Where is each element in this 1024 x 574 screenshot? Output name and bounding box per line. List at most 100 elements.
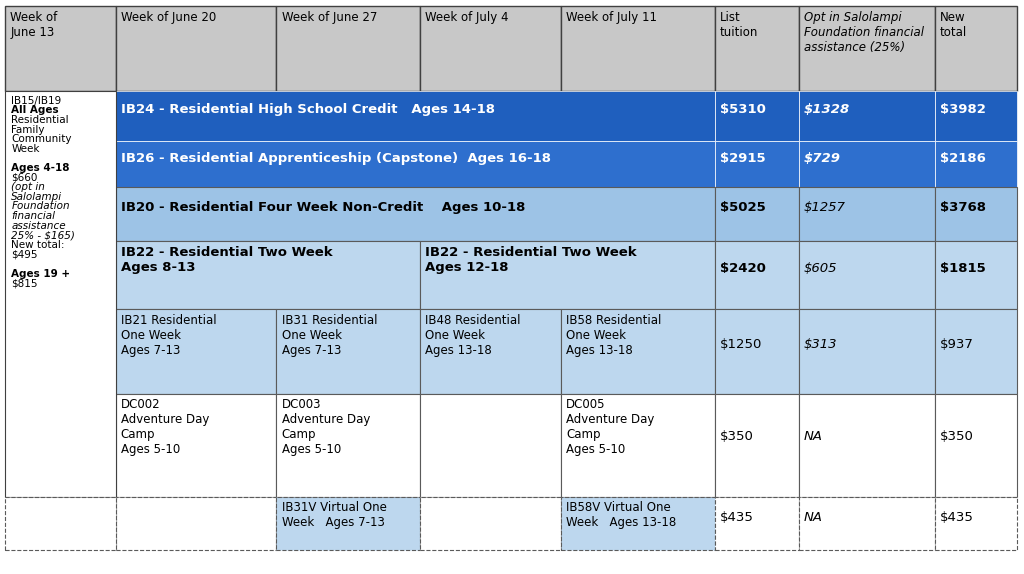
Text: $3768: $3768 (940, 201, 986, 215)
Bar (715, 497, 799, 550)
Text: IB31 Residential
One Week
Ages 7-13: IB31 Residential One Week Ages 7-13 (282, 314, 377, 357)
Text: IB58V Virtual One
Week   Ages 13-18: IB58V Virtual One Week Ages 13-18 (566, 501, 677, 529)
Text: $2186: $2186 (940, 152, 986, 165)
Bar (715, 141, 799, 187)
Text: $435: $435 (940, 511, 974, 524)
Text: DC005
Adventure Day
Camp
Ages 5-10: DC005 Adventure Day Camp Ages 5-10 (566, 398, 654, 456)
Text: IB15/IB19: IB15/IB19 (11, 96, 61, 106)
Text: IB24 - Residential High School Credit   Ages 14-18: IB24 - Residential High School Credit Ag… (121, 103, 495, 117)
Text: Residential: Residential (11, 115, 69, 125)
Bar (799, 91, 935, 141)
Text: Week of June 20: Week of June 20 (121, 11, 216, 25)
Bar (116, 91, 715, 141)
Text: 25% - $165): 25% - $165) (11, 230, 75, 241)
Bar (420, 497, 561, 550)
Text: New
total: New total (940, 11, 968, 40)
Text: $5025: $5025 (720, 201, 766, 215)
Text: IB58 Residential
One Week
Ages 13-18: IB58 Residential One Week Ages 13-18 (566, 314, 662, 357)
Text: IB20 - Residential Four Week Non-Credit    Ages 10-18: IB20 - Residential Four Week Non-Credit … (121, 201, 525, 215)
Text: $495: $495 (11, 250, 38, 259)
Text: New total:: New total: (11, 240, 65, 250)
Text: $660: $660 (11, 173, 38, 183)
Text: Opt in Salolampi
Foundation financial
assistance (25%): Opt in Salolampi Foundation financial as… (804, 11, 924, 55)
Text: Ages 4-18: Ages 4-18 (11, 163, 70, 173)
Bar (116, 394, 276, 497)
Bar (715, 394, 799, 497)
Bar (935, 6, 1017, 91)
Text: (opt in: (opt in (11, 183, 45, 192)
Text: $2915: $2915 (720, 152, 766, 165)
Text: $1250: $1250 (720, 338, 762, 351)
Text: $5310: $5310 (720, 103, 766, 117)
Bar (799, 187, 935, 241)
Bar (116, 241, 420, 309)
Bar (715, 6, 799, 91)
Text: financial: financial (11, 211, 55, 221)
Bar (799, 141, 935, 187)
Text: $729: $729 (804, 152, 841, 165)
Text: $3982: $3982 (940, 103, 986, 117)
Text: Community: Community (11, 134, 72, 144)
Text: NA: NA (804, 511, 823, 524)
Text: All Ages: All Ages (11, 106, 59, 115)
Bar (715, 187, 799, 241)
Text: $1328: $1328 (804, 103, 850, 117)
Bar (561, 309, 715, 394)
Bar (5, 497, 116, 550)
Bar (935, 394, 1017, 497)
Text: IB31V Virtual One
Week   Ages 7-13: IB31V Virtual One Week Ages 7-13 (282, 501, 386, 529)
Bar (116, 6, 276, 91)
Bar (420, 309, 561, 394)
Bar (561, 497, 715, 550)
Text: $1815: $1815 (940, 262, 986, 276)
Text: $2420: $2420 (720, 262, 766, 276)
Bar (116, 309, 276, 394)
Bar (420, 394, 561, 497)
Text: $815: $815 (11, 278, 38, 288)
Bar (715, 309, 799, 394)
Bar (935, 187, 1017, 241)
Text: IB22 - Residential Two Week
Ages 8-13: IB22 - Residential Two Week Ages 8-13 (121, 246, 333, 274)
Bar (799, 241, 935, 309)
Bar (935, 497, 1017, 550)
Text: Ages 19 +: Ages 19 + (11, 269, 71, 278)
Text: $350: $350 (720, 430, 754, 443)
Text: DC002
Adventure Day
Camp
Ages 5-10: DC002 Adventure Day Camp Ages 5-10 (121, 398, 209, 456)
Bar (420, 6, 561, 91)
Bar (276, 6, 420, 91)
Text: List
tuition: List tuition (720, 11, 758, 40)
Text: IB26 - Residential Apprenticeship (Capstone)  Ages 16-18: IB26 - Residential Apprenticeship (Capst… (121, 152, 551, 165)
Bar (799, 6, 935, 91)
Text: $350: $350 (940, 430, 974, 443)
Bar (935, 141, 1017, 187)
Text: $1257: $1257 (804, 201, 846, 215)
Bar (799, 497, 935, 550)
Bar (5, 6, 116, 91)
Bar (935, 309, 1017, 394)
Text: IB21 Residential
One Week
Ages 7-13: IB21 Residential One Week Ages 7-13 (121, 314, 216, 357)
Text: Week of July 11: Week of July 11 (566, 11, 657, 25)
Text: DC003
Adventure Day
Camp
Ages 5-10: DC003 Adventure Day Camp Ages 5-10 (282, 398, 370, 456)
Text: Week: Week (11, 144, 40, 154)
Bar (715, 91, 799, 141)
Bar (116, 141, 715, 187)
Text: NA: NA (804, 430, 823, 443)
Bar (799, 394, 935, 497)
Text: Family: Family (11, 125, 45, 135)
Text: IB22 - Residential Two Week
Ages 12-18: IB22 - Residential Two Week Ages 12-18 (425, 246, 637, 274)
Text: $937: $937 (940, 338, 974, 351)
Text: Week of July 4: Week of July 4 (425, 11, 509, 25)
Text: Salolampi: Salolampi (11, 192, 62, 202)
Text: assistance: assistance (11, 220, 66, 231)
Text: Foundation: Foundation (11, 201, 70, 211)
Bar (116, 497, 276, 550)
Bar (276, 394, 420, 497)
Bar (715, 241, 799, 309)
Bar (561, 394, 715, 497)
Text: Week of
June 13: Week of June 13 (10, 11, 57, 40)
Text: $435: $435 (720, 511, 754, 524)
Bar (935, 91, 1017, 141)
Text: $605: $605 (804, 262, 838, 276)
Bar (935, 241, 1017, 309)
Text: $313: $313 (804, 338, 838, 351)
